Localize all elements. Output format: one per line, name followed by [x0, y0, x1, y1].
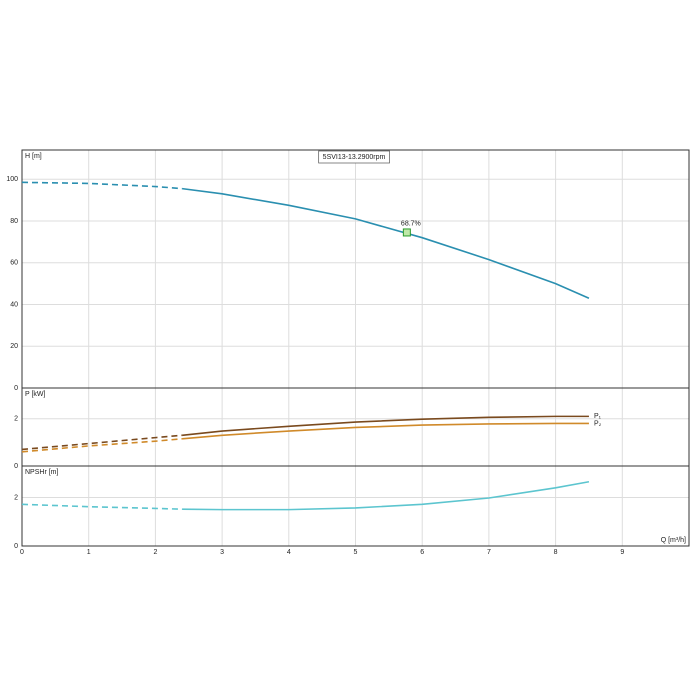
- y-tick-label: 20: [10, 343, 18, 350]
- y-tick-label: 2: [14, 494, 18, 501]
- y-axis-label: H [m]: [25, 153, 42, 160]
- curve: [181, 415, 589, 437]
- y-tick-label: 60: [10, 260, 18, 267]
- curve: [181, 187, 590, 299]
- x-tick-label: 7: [487, 549, 491, 556]
- y-axis-label: NPSHr [m]: [25, 469, 59, 476]
- y-tick-label: 40: [10, 301, 18, 308]
- x-tick-label: 4: [287, 549, 291, 556]
- y-tick-label: 2: [14, 416, 18, 423]
- y-tick-label: 0: [14, 385, 18, 392]
- panel-frame: [21, 465, 690, 547]
- legend-label: P₁: [594, 413, 602, 420]
- efficiency-marker: [402, 228, 411, 237]
- curve: [182, 480, 590, 511]
- curve: [21, 434, 183, 451]
- legend-label: P₂: [594, 420, 602, 427]
- y-tick-label: 100: [6, 176, 18, 183]
- x-tick-label: 5: [354, 549, 358, 556]
- x-tick-label: 9: [620, 549, 624, 556]
- y-tick-label: 80: [10, 218, 18, 225]
- x-tick-label: 8: [554, 549, 558, 556]
- y-axis-label: P [kW]: [25, 391, 46, 398]
- y-tick-label: 0: [14, 463, 18, 470]
- x-tick-label: 2: [153, 549, 157, 556]
- curve: [21, 181, 183, 190]
- x-tick-label: 6: [420, 549, 424, 556]
- curve: [21, 503, 183, 510]
- curve: [182, 422, 589, 440]
- x-tick-label: 0: [20, 549, 24, 556]
- chart-title: 5SVI13-13.2900rpm: [323, 154, 386, 161]
- curve: [21, 438, 183, 453]
- y-tick-label: 0: [14, 543, 18, 550]
- x-axis-label: Q [m³/h]: [661, 537, 686, 544]
- x-tick-label: 1: [87, 549, 91, 556]
- annotation: 68.7%: [401, 220, 421, 227]
- x-tick-label: 3: [220, 549, 224, 556]
- title-box: [318, 150, 390, 164]
